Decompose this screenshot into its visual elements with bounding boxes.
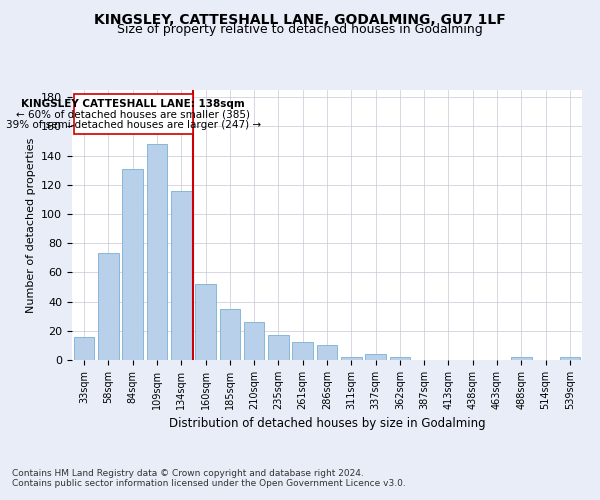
Bar [292,342,313,360]
Bar [74,94,193,134]
Bar [365,354,386,360]
Bar [389,357,410,360]
Y-axis label: Number of detached properties: Number of detached properties [26,138,35,312]
Bar [341,357,362,360]
Bar [560,357,580,360]
Bar [74,336,94,360]
Bar [146,144,167,360]
Bar [98,254,119,360]
Bar [195,284,216,360]
Bar [317,346,337,360]
Bar [171,190,191,360]
Bar [511,357,532,360]
Bar [122,169,143,360]
Text: Contains public sector information licensed under the Open Government Licence v3: Contains public sector information licen… [12,478,406,488]
Text: KINGSLEY CATTESHALL LANE: 138sqm: KINGSLEY CATTESHALL LANE: 138sqm [22,100,245,110]
X-axis label: Distribution of detached houses by size in Godalming: Distribution of detached houses by size … [169,418,485,430]
Bar [244,322,265,360]
Text: ← 60% of detached houses are smaller (385): ← 60% of detached houses are smaller (38… [16,110,250,120]
Text: Contains HM Land Registry data © Crown copyright and database right 2024.: Contains HM Land Registry data © Crown c… [12,468,364,477]
Bar [220,309,240,360]
Text: KINGSLEY, CATTESHALL LANE, GODALMING, GU7 1LF: KINGSLEY, CATTESHALL LANE, GODALMING, GU… [94,12,506,26]
Text: Size of property relative to detached houses in Godalming: Size of property relative to detached ho… [117,22,483,36]
Text: 39% of semi-detached houses are larger (247) →: 39% of semi-detached houses are larger (… [6,120,261,130]
Bar [268,335,289,360]
